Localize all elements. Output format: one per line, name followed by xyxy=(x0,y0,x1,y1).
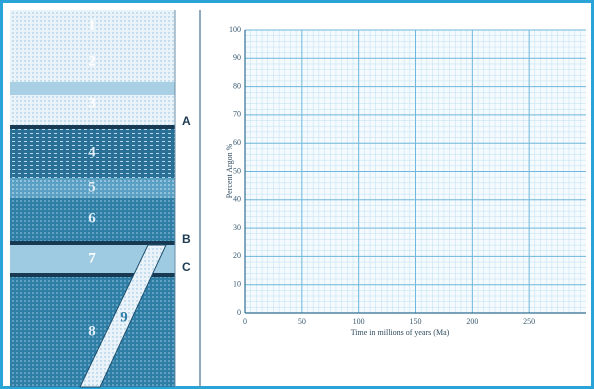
y-tick-label: 40 xyxy=(233,195,241,204)
layer-label: 5 xyxy=(88,179,96,195)
layer-label: 7 xyxy=(88,250,96,266)
y-tick-label: 100 xyxy=(229,25,241,34)
x-tick-label: 200 xyxy=(466,317,478,326)
marker-label: A xyxy=(182,114,191,128)
y-tick-label: 80 xyxy=(233,81,241,90)
layer-label: 3 xyxy=(88,95,96,111)
x-tick-label: 50 xyxy=(298,317,306,326)
x-tick-label: 150 xyxy=(410,317,422,326)
x-tick-label: 100 xyxy=(353,317,365,326)
layer-label: 8 xyxy=(88,323,96,339)
y-tick-label: 10 xyxy=(233,280,241,289)
layer-label: 6 xyxy=(88,210,96,226)
x-axis-label: Time in millions of years (Ma) xyxy=(351,328,450,337)
layer-label: 9 xyxy=(120,309,128,325)
y-tick-label: 70 xyxy=(233,110,241,119)
boundary xyxy=(10,125,175,129)
y-tick-label: 60 xyxy=(233,138,241,147)
y-tick-label: 30 xyxy=(233,223,241,232)
layer-label: 4 xyxy=(88,144,96,160)
y-tick-label: 50 xyxy=(233,166,241,175)
layer-label: 1 xyxy=(88,17,96,33)
boundary xyxy=(10,241,175,245)
y-tick-label: 0 xyxy=(237,308,241,317)
strata: 1 2 3 4 5 6 7 8 9 A B C xyxy=(10,10,200,387)
marker-label: B xyxy=(182,232,191,246)
y-tick-label: 20 xyxy=(233,251,241,260)
layer xyxy=(10,82,175,95)
x-tick-label: 250 xyxy=(523,317,535,326)
layer-label: 2 xyxy=(88,53,96,69)
marker-label: C xyxy=(182,260,191,274)
y-tick-label: 90 xyxy=(233,53,241,62)
figure: 1 2 3 4 5 6 7 8 9 A B C Time in millions… xyxy=(0,0,594,389)
x-tick-label: 0 xyxy=(243,317,247,326)
